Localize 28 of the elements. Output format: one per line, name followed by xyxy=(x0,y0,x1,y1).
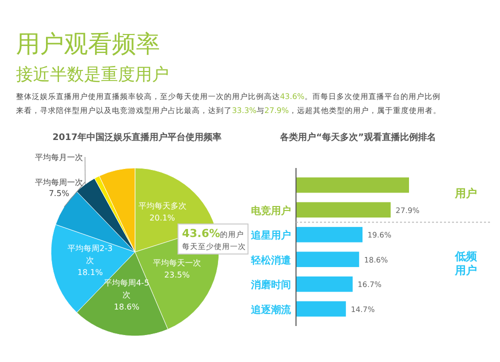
text: 低频用户 xyxy=(454,250,478,277)
bar xyxy=(296,276,353,292)
bar xyxy=(296,177,409,193)
y-tick-label: 轻松消遣 xyxy=(250,254,292,266)
bar xyxy=(296,301,346,317)
slice-label: 平均每周2-3次 xyxy=(68,244,113,265)
chart-title: 2017年中国泛娱乐直播用户平台使用频率 xyxy=(52,132,222,143)
bar xyxy=(296,252,360,268)
data-label: 18.1% xyxy=(77,268,104,277)
text: 用户 xyxy=(454,187,477,200)
y-tick-label: 电竞用户 xyxy=(251,204,291,217)
chart-title: 各类用户“每天多次”观看直播比例排名 xyxy=(279,132,436,143)
data-label: 20.1% xyxy=(150,214,176,223)
slice-label: 平均每月一次 xyxy=(35,153,83,162)
data-label: 7.5% xyxy=(48,189,70,198)
bar xyxy=(296,226,363,242)
y-tick-label: 追星用户 xyxy=(250,230,291,242)
slice-label: 平均每周4-5次 xyxy=(104,278,150,300)
data-label: 18.6% xyxy=(114,302,140,312)
y-tick-label: 消磨时间 xyxy=(250,279,291,292)
text: 接近半数是重度用户 xyxy=(16,65,169,85)
data-label: 23.5% xyxy=(164,270,190,280)
slice-label: 平均每天多次 xyxy=(138,202,186,211)
bar xyxy=(296,202,391,218)
text: 用户观看频率 xyxy=(16,30,160,58)
y-tick-label: 追逐潮流 xyxy=(250,304,292,316)
slice-label: 平均每周一次 xyxy=(35,178,83,187)
slice-label: 平均每天一次 xyxy=(152,258,201,268)
